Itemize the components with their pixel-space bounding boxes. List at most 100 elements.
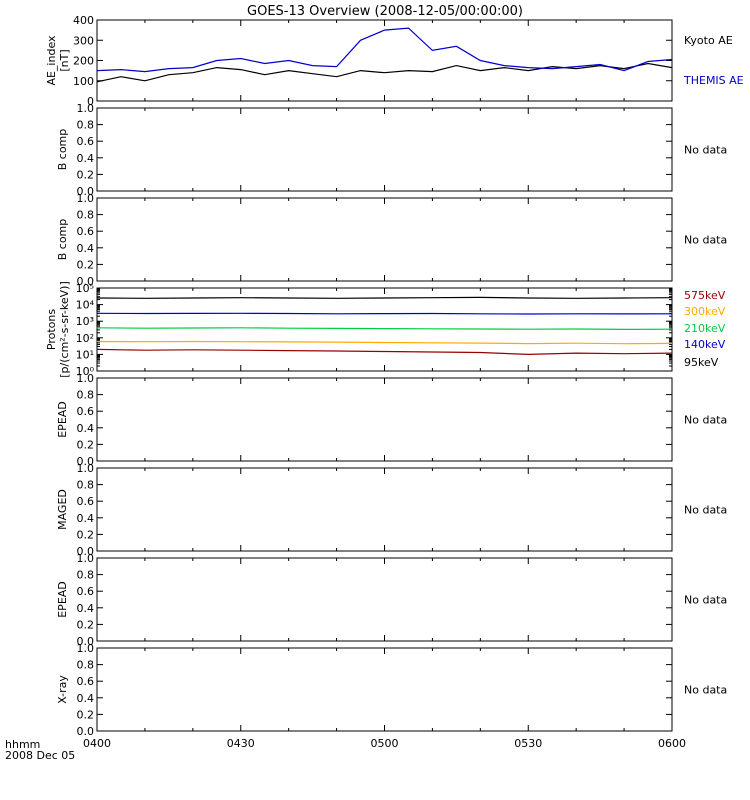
panels: 0 100 200 300 400 AE_index [nT] Kyoto AE THEMIS … (45, 14, 744, 738)
series-line-140kev (96, 312, 673, 315)
y-tick-label: 0.6 (77, 585, 95, 598)
series-line-210kev (96, 327, 673, 331)
panel-epead2: 0.0 0.2 0.4 0.6 0.8 1.0 EPEAD No data (56, 552, 727, 648)
y-tick-label: 0.2 (77, 258, 95, 271)
figure-title: GOES-13 Overview (2008-12-05/00:00:00) (247, 4, 523, 19)
y-tick-label: 0.2 (77, 528, 95, 541)
legend-95kev: 95keV (684, 356, 719, 369)
panel-frame (96, 647, 673, 732)
legend-themis-ae: THEMIS AE (683, 74, 744, 87)
y-tick-label: 10³ (76, 315, 94, 328)
y-tick-label: 0.2 (77, 618, 95, 631)
y-tick-label: 0.0 (77, 275, 95, 288)
y-tick-label: 0.8 (77, 479, 95, 492)
y-tick-label: 200 (73, 55, 94, 68)
y-tick-label: 10⁵ (76, 282, 94, 295)
y-tick-label: 0.0 (77, 635, 95, 648)
y-tick-label: 0.4 (77, 602, 95, 615)
y-tick-label: 0.4 (77, 422, 95, 435)
y-tick-label: 0.6 (77, 225, 95, 238)
legend-210kev: 210keV (684, 322, 726, 335)
series-line-themis-ae (96, 27, 673, 73)
y-axis-label: MAGED (56, 489, 69, 530)
x-axis-left-label-date: 2008 Dec 05 (5, 749, 75, 762)
y-axis-label: B comp (56, 219, 69, 261)
y-tick-label: 400 (73, 14, 94, 27)
y-tick-label: 1.0 (77, 462, 95, 475)
panel-ae: 0 100 200 300 400 AE_index [nT] Kyoto AE THEMIS … (45, 14, 744, 108)
y-tick-label: 0.6 (77, 405, 95, 418)
no-data-label: No data (684, 414, 727, 427)
panel-xray: 0.0 0.2 0.4 0.6 0.8 1.0 X-ray No data (56, 642, 727, 738)
y-axis-label: EPEAD (56, 401, 69, 438)
y-tick-label: 1.0 (77, 372, 95, 385)
y-tick-label: 100 (73, 75, 94, 88)
no-data-label: No data (684, 144, 727, 157)
y-axis-label-units: [nT] (58, 49, 71, 71)
panel-b1: 0.0 0.2 0.4 0.6 0.8 1.0 B comp No data (56, 102, 727, 198)
y-tick-label: 0.4 (77, 152, 95, 165)
series-line-kyoto-ae (96, 62, 673, 83)
panel-frame (96, 467, 673, 552)
y-tick-label: 1.0 (77, 192, 95, 205)
y-tick-label: 0 (87, 95, 94, 108)
panel-frame (96, 19, 673, 102)
y-tick-label: 1.0 (77, 102, 95, 115)
y-tick-label: 0.0 (77, 725, 95, 738)
y-tick-label: 0.4 (77, 242, 95, 255)
y-tick-label: 0.2 (77, 708, 95, 721)
y-axis-label-units: [p/(cm²-s-sr-keV)] (58, 281, 71, 378)
y-tick-label: 0.2 (77, 168, 95, 181)
panel-maged: 0.0 0.2 0.4 0.6 0.8 1.0 MAGED No data (56, 462, 727, 558)
y-tick-label: 0.2 (77, 438, 95, 451)
y-tick-label: 10⁴ (76, 299, 95, 312)
y-tick-label: 1.0 (77, 642, 95, 655)
legend-575kev: 575keV (684, 289, 726, 302)
legend-kyoto-ae: Kyoto AE (684, 34, 733, 47)
x-axis-left-label-hhmm: hhmm (5, 738, 40, 751)
y-tick-label: 10² (76, 332, 94, 345)
y-axis-label: AE_index (45, 35, 58, 86)
legend-300kev: 300keV (684, 305, 726, 318)
y-tick-label: 0.0 (77, 185, 95, 198)
panel-frame (96, 197, 673, 282)
y-tick-label: 0.6 (77, 675, 95, 688)
y-tick-label: 0.8 (77, 659, 95, 672)
y-axis-label: X-ray (56, 675, 69, 704)
no-data-label: No data (684, 234, 727, 247)
x-tick-label: 0500 (371, 737, 399, 750)
series-line-300kev (96, 340, 673, 345)
y-tick-label: 0.6 (77, 135, 95, 148)
y-tick-label: 0.8 (77, 569, 95, 582)
panel-protons: 10⁰ 10¹ 10² 10³ 10⁴ 10⁵ Protons [p/(cm²-s-sr-ke… (45, 281, 726, 378)
no-data-label: No data (684, 594, 727, 607)
no-data-label: No data (684, 684, 727, 697)
y-tick-label: 0.0 (77, 455, 95, 468)
panel-frame (96, 377, 673, 462)
y-axis-label: EPEAD (56, 581, 69, 618)
y-tick-label: 0.8 (77, 389, 95, 402)
y-tick-label: 0.4 (77, 512, 95, 525)
no-data-label: No data (684, 504, 727, 517)
y-axis-label: B comp (56, 129, 69, 171)
y-tick-label: 0.8 (77, 209, 95, 222)
panel-frame (96, 557, 673, 642)
y-tick-label: 0.4 (77, 692, 95, 705)
y-axis-label: Protons (45, 309, 58, 350)
panel-b2: 0.0 0.2 0.4 0.6 0.8 1.0 B comp No data (56, 192, 727, 288)
series-line-575kev (96, 348, 673, 356)
y-tick-label: 0.0 (77, 545, 95, 558)
series-line-95kev (96, 296, 673, 299)
y-tick-label: 10⁰ (76, 365, 95, 378)
x-tick-label: 0430 (227, 737, 255, 750)
x-axis: 0400 0430 0500 0530 0600 (83, 737, 686, 750)
y-tick-label: 0.8 (77, 119, 95, 132)
y-tick-label: 1.0 (77, 552, 95, 565)
panel-frame (96, 107, 673, 192)
panel-epead1: 0.0 0.2 0.4 0.6 0.8 1.0 EPEAD No data (56, 372, 727, 468)
y-tick-label: 0.6 (77, 495, 95, 508)
y-tick-label: 10¹ (76, 348, 94, 361)
x-tick-label: 0600 (658, 737, 686, 750)
x-tick-label: 0530 (514, 737, 542, 750)
